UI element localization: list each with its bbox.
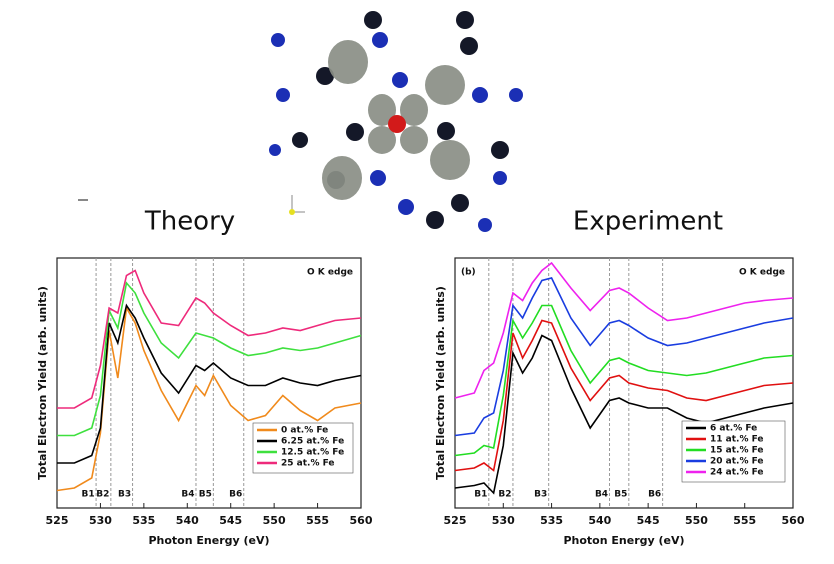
x-tick-label: 540 <box>176 514 199 527</box>
marker-label: B6 <box>648 490 661 500</box>
x-tick-label: 535 <box>132 514 155 527</box>
legend-box <box>252 422 354 474</box>
marker-label: B5 <box>199 490 212 500</box>
x-tick-label: 540 <box>588 514 611 527</box>
marker-label: B3 <box>534 490 547 500</box>
annotation: O K edge <box>739 268 785 278</box>
x-tick-label: 550 <box>685 514 708 527</box>
marker-label: B1 <box>82 490 95 500</box>
y-axis-label: Total Electron Yield (arb. units) <box>434 286 447 480</box>
legend-label: 0 at.% Fe <box>281 426 328 436</box>
marker-label: B4 <box>595 490 608 500</box>
panel-label: (b) <box>461 268 476 278</box>
marker-label: B1 <box>474 490 487 500</box>
x-tick-label: 530 <box>89 514 112 527</box>
marker-label: B5 <box>614 490 627 500</box>
plot-frame <box>56 257 362 509</box>
legend-label: 6 at.% Fe <box>710 424 757 434</box>
x-tick-label: 560 <box>350 514 373 527</box>
legend-label: 15 at.% Fe <box>710 446 764 456</box>
x-axis-label: Photon Energy (eV) <box>148 534 269 547</box>
x-tick-label: 545 <box>219 514 242 527</box>
marker-label: B2 <box>96 490 109 500</box>
legend-label: 20 at.% Fe <box>710 457 764 467</box>
series-line <box>57 303 362 464</box>
x-tick-label: 535 <box>540 514 563 527</box>
legend-label: 12.5 at.% Fe <box>281 448 344 458</box>
x-tick-label: 525 <box>444 514 467 527</box>
legend-label: 24 at.% Fe <box>710 468 764 478</box>
legend-label: 11 at.% Fe <box>710 435 764 445</box>
structure-image <box>269 0 523 232</box>
x-tick-label: 525 <box>46 514 69 527</box>
x-tick-label: 560 <box>782 514 805 527</box>
x-tick-label: 545 <box>637 514 660 527</box>
marker-label: B4 <box>181 490 194 500</box>
series-line <box>454 277 794 437</box>
y-axis-label: Total Electron Yield (arb. units) <box>36 286 49 480</box>
legend-label: 25 at.% Fe <box>281 459 335 469</box>
chart-title: Theory <box>144 207 235 237</box>
marker-label: B3 <box>118 490 131 500</box>
x-tick-label: 555 <box>733 514 756 527</box>
x-axis-label: Photon Energy (eV) <box>563 534 684 547</box>
series-line <box>454 304 794 457</box>
series-line <box>57 281 362 437</box>
series-line <box>454 261 794 399</box>
marker-label: B2 <box>498 490 511 500</box>
marker-label: B6 <box>229 490 242 500</box>
x-tick-label: 550 <box>263 514 286 527</box>
annotation: O K edge <box>307 268 353 278</box>
legend-label: 6.25 at.% Fe <box>281 437 344 447</box>
x-tick-label: 555 <box>306 514 329 527</box>
chart-title: Experiment <box>573 207 723 237</box>
series-line <box>454 319 794 472</box>
series-line <box>57 269 362 409</box>
x-tick-label: 530 <box>492 514 515 527</box>
